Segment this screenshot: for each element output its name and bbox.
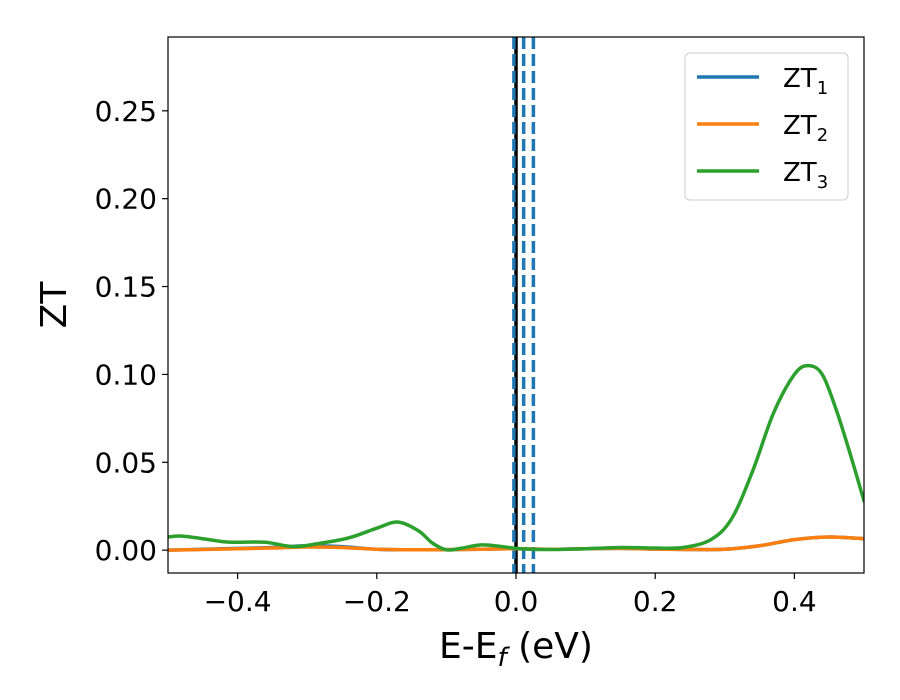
x-axis-title: E-Ef (eV) (439, 626, 593, 673)
x-tick-label: −0.4 (204, 585, 272, 618)
x-tick-label: 0.0 (494, 585, 539, 618)
y-axis-title: ZT (34, 281, 75, 329)
y-tick-label: 0.20 (95, 183, 157, 216)
legend-label-zt2: ZT2 (783, 111, 828, 146)
y-tick-label: 0.00 (95, 534, 157, 567)
legend-label-zt1: ZT1 (783, 64, 828, 99)
series-lines (168, 363, 864, 552)
y-axis: 0.00 0.05 0.10 0.15 0.20 0.25 (95, 95, 168, 567)
x-tick-label: 0.4 (772, 585, 817, 618)
y-tick-label: 0.10 (95, 358, 157, 391)
reference-lines (512, 37, 536, 573)
x-axis: −0.4 −0.2 0.0 0.2 0.4 (204, 573, 817, 618)
legend-box (684, 52, 849, 201)
x-tick-label: 0.2 (633, 585, 678, 618)
y-tick-label: 0.25 (95, 95, 157, 128)
y-tick-label: 0.05 (95, 446, 157, 479)
legend-label-zt3: ZT3 (783, 158, 828, 193)
series-line-zt3 (168, 363, 864, 552)
legend: ZT1 ZT2 ZT3 (684, 52, 849, 201)
y-tick-label: 0.15 (95, 271, 157, 304)
x-tick-label: −0.2 (343, 585, 411, 618)
